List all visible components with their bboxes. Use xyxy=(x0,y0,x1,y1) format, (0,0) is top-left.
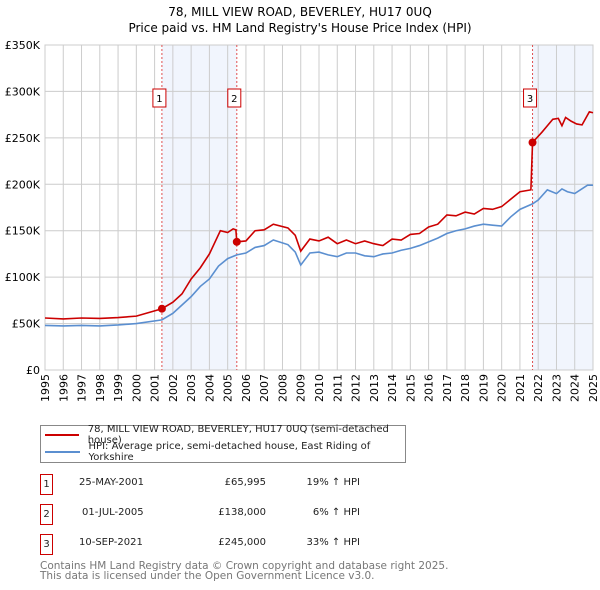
x-tick-label: 2008 xyxy=(276,374,289,402)
transaction-date: 01-JUL-2005 xyxy=(82,507,144,518)
sale-label-box xyxy=(523,88,538,108)
transaction-hpi: 19% ↑ HPI xyxy=(306,477,360,488)
licence-notice: This data is licensed under the Open Gov… xyxy=(40,570,375,582)
chart-title: 78, MILL VIEW ROAD, BEVERLEY, HU17 0UQ xyxy=(168,5,432,19)
x-tick-label: 2006 xyxy=(240,374,253,402)
transaction-row: 3 10-SEP-2021 £245,000 33% ↑ HPI xyxy=(40,534,460,555)
x-tick-label: 2007 xyxy=(258,374,271,402)
sale-label-box xyxy=(227,88,242,108)
transaction-number: 2 xyxy=(40,504,53,525)
x-tick-label: 2022 xyxy=(532,374,545,402)
x-tick-label: 2001 xyxy=(149,374,162,402)
y-tick-label: £0 xyxy=(26,364,40,377)
x-tick-label: 2004 xyxy=(203,374,216,402)
x-tick-label: 1999 xyxy=(112,374,125,402)
shaded-region xyxy=(161,45,237,370)
transaction-number: 1 xyxy=(40,474,53,495)
transaction-hpi: 6% ↑ HPI xyxy=(312,507,360,518)
transaction-row: 1 25-MAY-2001 £65,995 19% ↑ HPI xyxy=(40,474,460,495)
transaction-date: 25-MAY-2001 xyxy=(79,477,145,488)
x-tick-label: 2010 xyxy=(313,374,326,402)
y-tick-label: £50K xyxy=(12,318,41,331)
x-tick-label: 2014 xyxy=(386,374,399,402)
transaction-row: 2 01-JUL-2005 £138,000 6% ↑ HPI xyxy=(40,504,460,525)
x-tick-label: 2021 xyxy=(514,374,527,402)
hpi-line xyxy=(44,184,593,327)
x-tick-label: 2005 xyxy=(222,374,235,402)
y-tick-label: £150K xyxy=(5,225,41,238)
x-tick-label: 2016 xyxy=(423,374,436,402)
y-tick-label: £100K xyxy=(5,271,41,284)
legend-label: 78, MILL VIEW ROAD, BEVERLEY, HU17 0UQ (… xyxy=(87,424,389,446)
x-tick-label: 2012 xyxy=(350,374,363,402)
x-tick-label: 2009 xyxy=(295,374,308,402)
y-tick-label: £300K xyxy=(5,85,41,98)
y-tick-label: £250K xyxy=(5,132,41,145)
x-tick-label: 2018 xyxy=(459,374,472,402)
x-tick-label: 1996 xyxy=(57,374,70,402)
legend-item-property: 78, MILL VIEW ROAD, BEVERLEY, HU17 0UQ (… xyxy=(41,424,405,446)
y-tick-label: £200K xyxy=(5,178,41,191)
x-tick-label: 2025 xyxy=(587,374,600,402)
x-tick-label: 2017 xyxy=(441,374,454,402)
x-tick-label: 2011 xyxy=(331,374,344,402)
transaction-date: 10-SEP-2021 xyxy=(79,537,143,548)
x-tick-label: 2015 xyxy=(404,374,417,402)
shaded-region xyxy=(532,45,593,370)
sale-marker xyxy=(528,138,537,147)
x-tick-label: 2003 xyxy=(185,374,198,402)
sale-marker xyxy=(232,237,241,246)
legend-swatch-red xyxy=(45,434,79,436)
sale-label: 1 xyxy=(156,94,162,105)
transaction-price: £138,000 xyxy=(218,507,266,518)
x-tick-label: 2000 xyxy=(130,374,143,402)
transaction-number: 3 xyxy=(40,534,53,555)
sale-label-box xyxy=(152,88,167,108)
x-tick-label: 2019 xyxy=(477,374,490,402)
x-tick-label: 1998 xyxy=(94,374,107,402)
chart-legend: 78, MILL VIEW ROAD, BEVERLEY, HU17 0UQ (… xyxy=(40,424,406,463)
legend-item-hpi: HPI: Average price, semi-detached house,… xyxy=(41,441,405,463)
x-tick-label: 2002 xyxy=(167,374,180,402)
y-tick-label: £350K xyxy=(5,39,41,52)
sale-label: 3 xyxy=(527,94,533,105)
transaction-price: £245,000 xyxy=(218,537,266,548)
x-tick-label: 1997 xyxy=(76,374,89,402)
x-tick-label: 2020 xyxy=(496,374,509,402)
x-tick-label: 2023 xyxy=(550,374,563,402)
sale-marker xyxy=(157,304,166,313)
sale-label: 2 xyxy=(231,94,237,105)
transaction-hpi: 33% ↑ HPI xyxy=(306,537,360,548)
chart-subtitle: Price paid vs. HM Land Registry's House … xyxy=(128,21,471,35)
copyright-notice: Contains HM Land Registry data © Crown c… xyxy=(40,560,449,572)
legend-label: HPI: Average price, semi-detached house,… xyxy=(88,441,371,463)
transaction-price: £65,995 xyxy=(224,477,266,488)
legend-swatch-blue xyxy=(45,451,80,453)
price-chart: 78, MILL VIEW ROAD, BEVERLEY, HU17 0UQ P… xyxy=(5,5,600,402)
x-tick-label: 1995 xyxy=(39,374,52,402)
x-tick-label: 2013 xyxy=(368,374,381,402)
x-tick-label: 2024 xyxy=(569,374,582,402)
